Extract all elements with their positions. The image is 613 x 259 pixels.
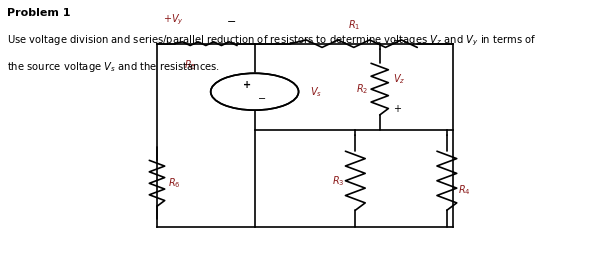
Text: −: − — [258, 94, 266, 104]
Text: the source voltage $V_s$ and the resistances.: the source voltage $V_s$ and the resista… — [7, 60, 221, 74]
Text: $V_z$: $V_z$ — [393, 73, 405, 86]
Text: Problem 1: Problem 1 — [7, 8, 71, 18]
Text: $R_2$: $R_2$ — [356, 82, 369, 96]
Text: $R_5$: $R_5$ — [185, 58, 197, 71]
Text: $R_3$: $R_3$ — [332, 174, 345, 188]
Text: $V_s$: $V_s$ — [310, 85, 322, 99]
Circle shape — [211, 73, 299, 110]
Text: −: − — [393, 36, 402, 46]
Text: $+V_y$: $+V_y$ — [163, 13, 184, 27]
Text: −: − — [227, 17, 237, 27]
Text: +: + — [393, 104, 401, 114]
Text: $R_6$: $R_6$ — [168, 176, 181, 190]
Text: +: + — [243, 80, 251, 90]
Text: $R_1$: $R_1$ — [348, 18, 360, 32]
Text: $R_4$: $R_4$ — [458, 183, 471, 197]
Text: Use voltage division and series/parallel reduction of resistors to determine vol: Use voltage division and series/parallel… — [7, 34, 537, 48]
